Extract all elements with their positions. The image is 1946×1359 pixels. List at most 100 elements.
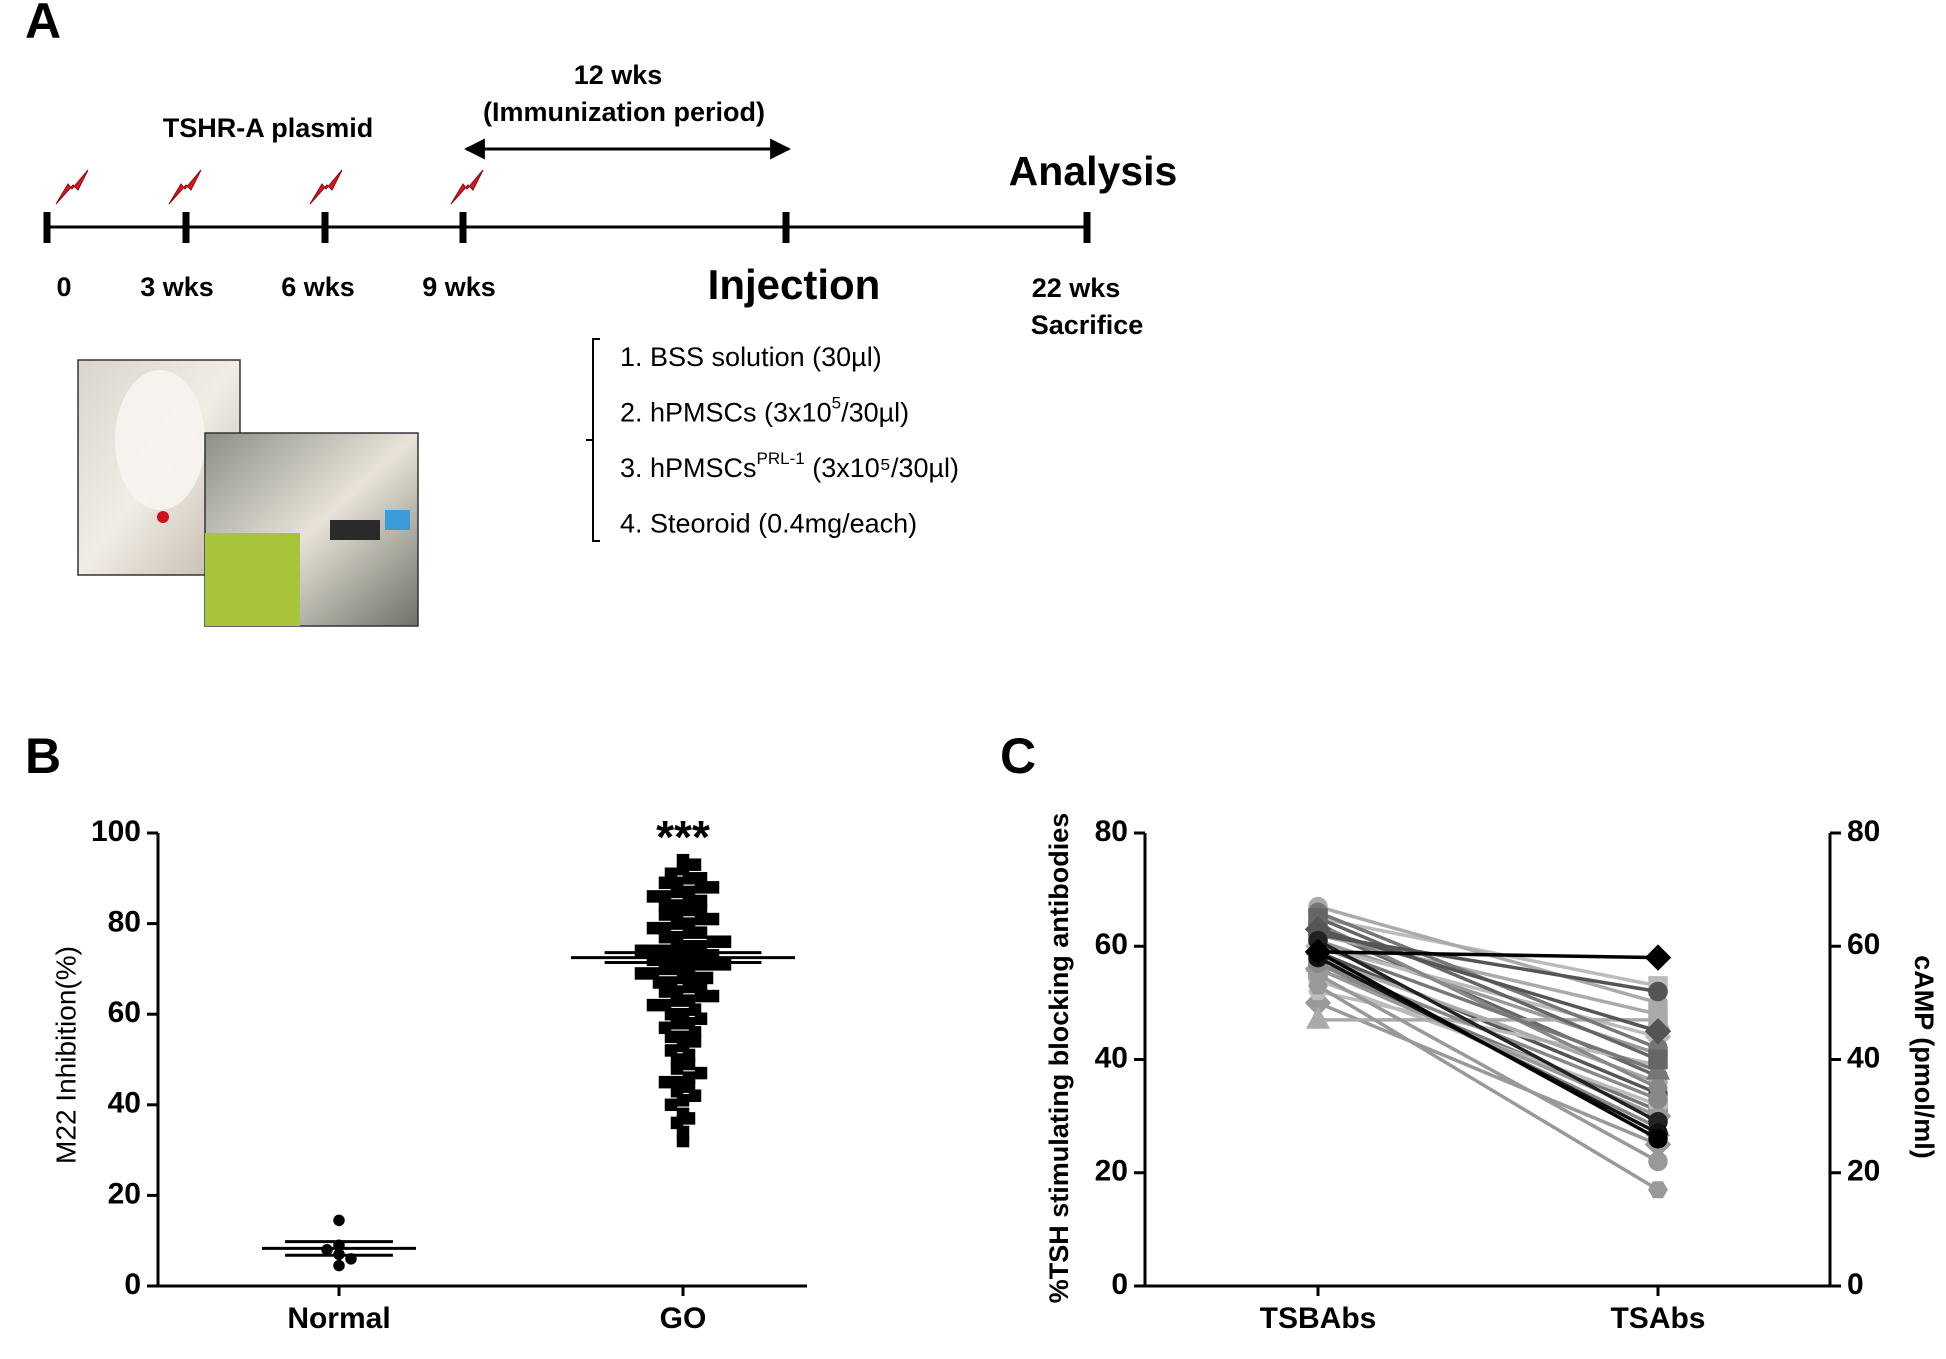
data-point [694, 989, 708, 1003]
data-point [1644, 1017, 1672, 1045]
treatment-item: 3. hPMSCsPRL-1 (3x10⁵/30µl) [620, 449, 959, 483]
treatment-rest: /30µl) [841, 398, 909, 428]
treatment-bracket [586, 338, 600, 542]
plasmid-label: TSHR-A plasmid [163, 113, 374, 143]
data-point [1648, 1079, 1668, 1097]
data-point [682, 903, 696, 917]
x-tick-label: Normal [287, 1302, 390, 1335]
data-point [688, 1035, 702, 1048]
y2-tick-label: 0 [1847, 1268, 1864, 1301]
timepoint-label: 9 wks [422, 272, 496, 302]
y-tick-label: 0 [1111, 1268, 1128, 1301]
series-line [1317, 950, 1659, 1141]
data-point [1648, 1151, 1668, 1172]
y-tick-label: 80 [108, 906, 141, 939]
photo [204, 432, 419, 627]
data-point [670, 940, 684, 953]
y2-axis-label: cAMP (pmol/ml) [1909, 955, 1939, 1159]
data-point [706, 912, 720, 926]
data-point [676, 1094, 690, 1107]
y-tick-label: 20 [1095, 1155, 1128, 1188]
data-point [646, 953, 660, 967]
electroporation-icon [450, 169, 484, 205]
treatment-rest: (3x10⁵/30µl) [805, 453, 959, 483]
series-line [1317, 916, 1659, 988]
treatment-list: 1. BSS solution (30µl) 2. hPMSCs (3x105/3… [620, 342, 959, 539]
y-tick-label: 60 [1095, 928, 1128, 961]
data-point [694, 926, 708, 939]
y-axis-label: M22 Inhibition(%) [50, 946, 81, 1164]
data-point [1648, 1181, 1668, 1199]
data-point [706, 935, 720, 948]
series-line [1317, 922, 1659, 1090]
electroporation-icon [309, 169, 343, 205]
x-tick-label: GO [660, 1302, 707, 1335]
data-point [658, 1075, 672, 1089]
data-point [1304, 938, 1332, 966]
data-point [694, 1066, 708, 1080]
data-point [706, 881, 720, 894]
data-point [1648, 1129, 1668, 1149]
period-label: 12 wks [574, 60, 663, 90]
series-line [1317, 933, 1659, 994]
series-line [1317, 984, 1659, 1192]
treatment-text: 3. hPMSCs [620, 453, 757, 483]
data-point [634, 944, 648, 958]
panel-label: C [1000, 728, 1036, 784]
data-point [706, 958, 720, 971]
x-tick-label: TSAbs [1610, 1302, 1705, 1335]
y2-tick-label: 80 [1847, 815, 1880, 848]
series-line [1317, 1001, 1659, 1147]
panel-label: A [25, 0, 61, 49]
data-point [670, 885, 684, 899]
treatment-sup: 5 [832, 394, 841, 413]
y-tick-label: 80 [1095, 815, 1128, 848]
injection-label: Injection [708, 261, 881, 308]
timepoint-label: 0 [56, 272, 71, 302]
data-point [688, 858, 702, 871]
electroporation-icon [168, 169, 202, 205]
significance-annotation: *** [656, 811, 710, 863]
data-point [1305, 1006, 1331, 1029]
data-point [1644, 944, 1672, 971]
data-point [682, 980, 696, 994]
series-line [1317, 973, 1659, 1163]
y-tick-label: 100 [91, 815, 141, 848]
y-tick-label: 40 [108, 1087, 141, 1120]
data-point [634, 967, 648, 980]
end-note: Sacrifice [1031, 310, 1144, 340]
series-line [1317, 927, 1659, 1033]
data-point [646, 890, 660, 903]
data-point [646, 998, 660, 1012]
panel-a: A TSHR-A plasmid 12 wks (Immunization pe… [25, 0, 1177, 627]
data-point [333, 1259, 345, 1272]
data-point [664, 1030, 678, 1044]
y-axis-label: %TSH stimulating blocking antibodies [1044, 813, 1074, 1304]
series-line [1317, 944, 1659, 1073]
data-point [682, 1057, 696, 1071]
y2-tick-label: 60 [1847, 928, 1880, 961]
data-point [1648, 1049, 1668, 1070]
series-line [1317, 933, 1659, 1016]
y-tick-label: 0 [124, 1268, 141, 1301]
error-bar [604, 951, 762, 965]
panel-label: B [25, 728, 61, 784]
period-note: (Immunization period) [483, 97, 765, 127]
data-point [694, 912, 708, 926]
treatment-sup: PRL-1 [757, 449, 805, 468]
data-point [658, 908, 672, 921]
series-line [1317, 944, 1659, 1039]
data-point [682, 872, 696, 885]
data-point [658, 876, 672, 890]
treatment-text: 1. BSS solution (30µl) [620, 342, 882, 372]
data-point [694, 881, 708, 894]
data-point [718, 935, 732, 948]
y-tick-label: 20 [108, 1177, 141, 1210]
data-point [658, 962, 672, 976]
series-line [1317, 916, 1659, 1062]
data-point [682, 926, 696, 939]
treatment-text: 4. Steoroid (0.4mg/each) [620, 509, 917, 539]
end-label: 22 wks [1032, 273, 1121, 303]
data-point [664, 1098, 678, 1112]
